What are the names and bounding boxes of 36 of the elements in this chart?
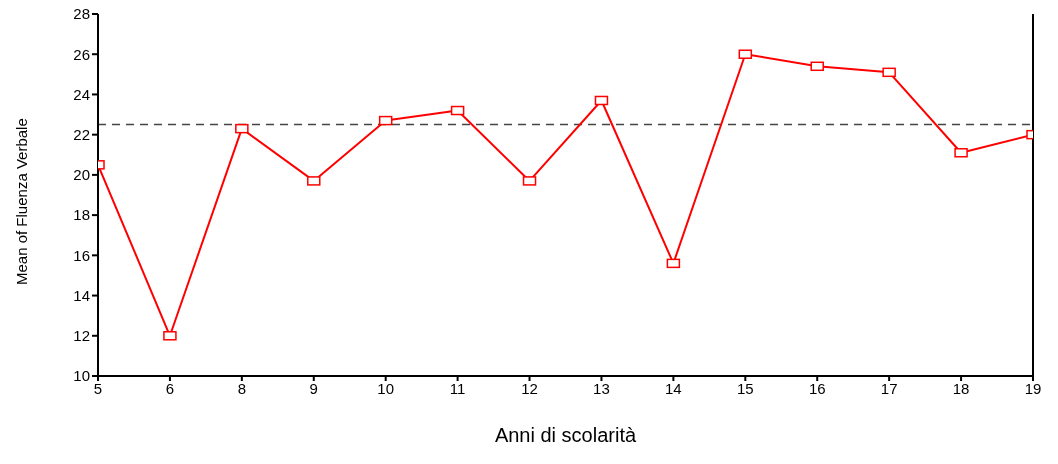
- y-tick-label: 22: [73, 125, 90, 143]
- point: [163, 331, 177, 341]
- point: [450, 105, 465, 116]
- x-tick-label: 12: [521, 379, 538, 397]
- point: [882, 67, 896, 78]
- x-tick-label: 16: [808, 379, 826, 397]
- x-tick-label: 11: [449, 379, 466, 397]
- point: [378, 115, 393, 126]
- point: [666, 258, 681, 269]
- x-tick-label: 5: [93, 379, 103, 397]
- x-axis-title: Anni di scolarità: [494, 424, 637, 446]
- x-tick-label: 10: [377, 379, 395, 397]
- y-tick-label: 20: [73, 166, 90, 184]
- y-tick-label: 26: [73, 45, 90, 63]
- point: [810, 61, 824, 72]
- y-tick-label: 12: [73, 327, 90, 345]
- y-tick-label: 28: [73, 5, 90, 23]
- x-tick-label: 6: [165, 379, 175, 397]
- y-axis-title: Mean of Fluenza Verbale: [13, 118, 31, 285]
- point: [594, 95, 609, 106]
- y-tick-label: 16: [73, 246, 90, 264]
- x-tick-label: 8: [237, 379, 247, 397]
- x-tick-label: 13: [593, 379, 610, 397]
- x-tick-label: 14: [665, 379, 682, 397]
- y-tick-label: 14: [73, 286, 90, 304]
- x-tick-label: 15: [736, 379, 754, 397]
- y-tick-label: 24: [73, 85, 90, 103]
- x-tick-label: 9: [309, 379, 318, 397]
- x-tick-label: 18: [952, 379, 970, 397]
- point: [235, 123, 249, 134]
- y-tick-label: 18: [73, 206, 90, 224]
- y-tick-label: 10: [73, 367, 90, 385]
- point: [954, 148, 968, 158]
- x-tick-label: 19: [1024, 379, 1042, 397]
- x-tick-label: 17: [880, 379, 898, 397]
- point: [307, 176, 321, 186]
